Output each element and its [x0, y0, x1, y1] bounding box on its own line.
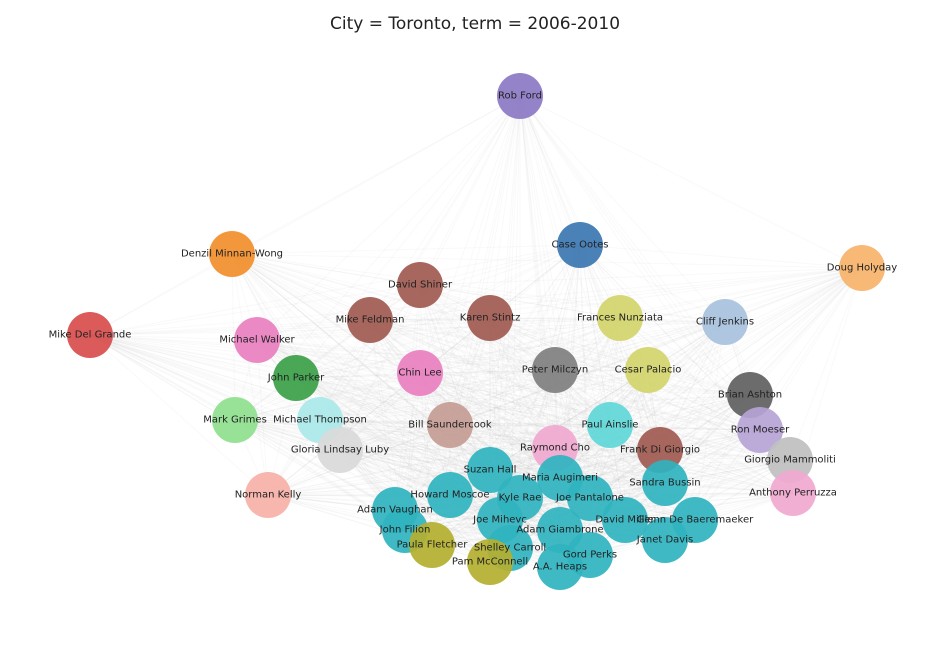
node-paul_ainslie [587, 402, 633, 448]
node-frances_nunziata [597, 295, 643, 341]
node-cesar_palacio [625, 347, 671, 393]
node-peter_milczyn [532, 347, 578, 393]
node-mike_del_grande [67, 312, 113, 358]
node-norman_kelly [245, 472, 291, 518]
node-anthony_perruzza [770, 470, 816, 516]
edge [90, 254, 232, 335]
edge [232, 245, 580, 254]
node-john_parker [273, 355, 319, 401]
node-doug_holyday [839, 245, 885, 291]
node-cliff_jenkins [702, 299, 748, 345]
node-janet_davis [642, 517, 688, 563]
node-rob_ford [497, 73, 543, 119]
node-aa_heaps [537, 544, 583, 590]
node-gloria_luby [317, 427, 363, 473]
node-sandra_bussin [642, 460, 688, 506]
node-chin_lee [397, 350, 443, 396]
node-bill_saundercook [427, 402, 473, 448]
node-case_ootes [557, 222, 603, 268]
node-michael_walker [234, 317, 280, 363]
node-karen_stintz [467, 295, 513, 341]
node-mark_grimes [212, 397, 258, 443]
node-paula_fletcher [409, 522, 455, 568]
node-david_shiner [397, 262, 443, 308]
edge [90, 96, 520, 335]
network-graph [0, 0, 950, 656]
node-david_miller [602, 497, 648, 543]
node-pam_mcconnell [467, 539, 513, 585]
node-denzil_minnan [209, 231, 255, 277]
node-mike_feldman [347, 297, 393, 343]
node-howard_moscoe [427, 472, 473, 518]
